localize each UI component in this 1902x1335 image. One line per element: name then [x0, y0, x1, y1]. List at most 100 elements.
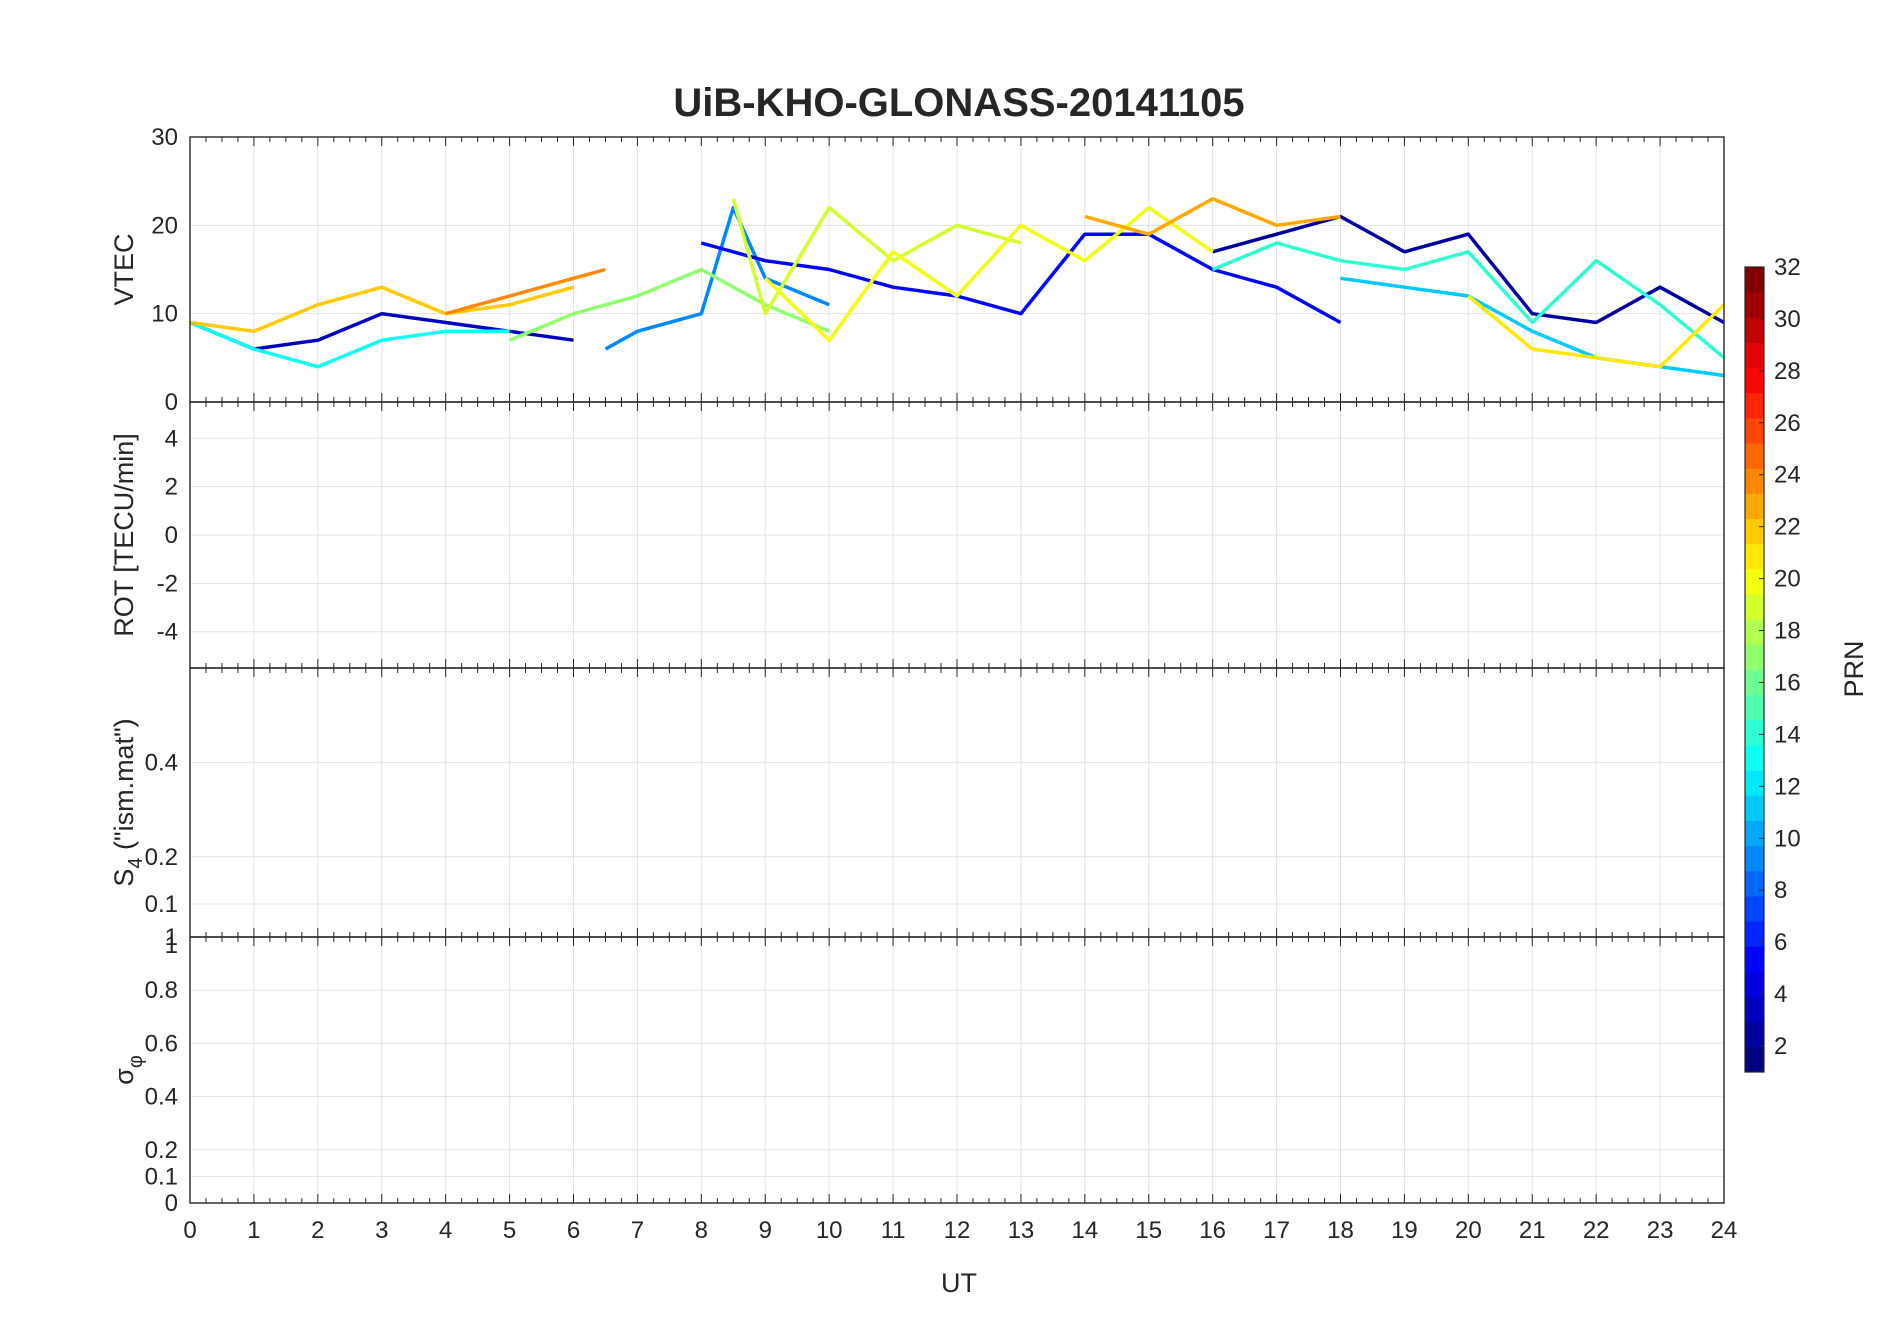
colorbar-segment: [1745, 367, 1764, 394]
colorbar-segment: [1745, 946, 1764, 972]
chart-title: UiB-KHO-GLONASS-20141105: [673, 81, 1244, 125]
y-tick-label: 20: [151, 212, 178, 239]
colorbar-tick-label: 4: [1774, 981, 1787, 1008]
series-prn-17: [508, 267, 830, 342]
y-tick-label: 0.2: [145, 1137, 178, 1164]
y-tick-label: 0: [165, 389, 178, 416]
y-tick-label: 10: [151, 301, 178, 328]
series-prn-14: [1212, 241, 1726, 360]
colorbar-tick-label: 14: [1774, 721, 1801, 748]
series-prn-5: [700, 232, 1342, 325]
x-tick-label: 12: [944, 1217, 971, 1244]
series-prn-13: [189, 320, 510, 369]
colorbar-segment: [1745, 1021, 1764, 1048]
series-prn-24: [445, 267, 606, 316]
series-prn-22: [189, 285, 574, 334]
colorbar-segment: [1745, 669, 1764, 696]
x-tick-label: 1: [247, 1217, 260, 1244]
colorbar-segment: [1745, 644, 1764, 670]
colorbar-tick-label: 12: [1774, 773, 1801, 800]
colorbar-segment: [1745, 543, 1764, 570]
x-axis-label: UT: [941, 1268, 977, 1298]
panel-3: 0.4 0.2 0.1 1 S4 ("ism.mat"): [109, 667, 1725, 959]
x-tick-label: 10: [816, 1217, 843, 1244]
series-prn-20: [764, 205, 1214, 342]
colorbar-tick-label: 20: [1774, 566, 1801, 593]
colorbar-segment: [1745, 694, 1764, 721]
y-tick-label: -2: [157, 570, 178, 597]
colorbar-tick-label: 18: [1774, 618, 1801, 645]
x-tick-label: 21: [1519, 1217, 1546, 1244]
colorbar-segment: [1745, 895, 1764, 922]
y-axis-label-main: σ: [109, 1068, 139, 1085]
colorbar-segment: [1745, 317, 1764, 343]
x-tick-label: 13: [1008, 1217, 1035, 1244]
colorbar-segment: [1745, 921, 1764, 947]
y-axis-label: S4 ("ism.mat"): [109, 718, 147, 886]
y-axis-label: ROT [TECU/min]: [109, 433, 139, 637]
x-tick-label: 7: [631, 1217, 644, 1244]
y-axis-label: VTEC: [109, 233, 139, 305]
colorbar-tick-label: 24: [1774, 462, 1801, 489]
panel-2: 4 2 0 -2 -4 ROT [TECU/min]: [109, 401, 1725, 669]
x-tick-label: 15: [1135, 1217, 1162, 1244]
colorbar-segment: [1745, 392, 1764, 419]
panel-1: 0 10 20 30 VTEC: [109, 124, 1726, 416]
colorbar-tick-label: 8: [1774, 877, 1787, 904]
series-prn-2: [1212, 214, 1725, 325]
series-prn-19: [731, 198, 1022, 316]
x-tick-label: 4: [439, 1217, 452, 1244]
y-tick-label: 30: [151, 124, 178, 151]
y-tick-label: 4: [165, 425, 178, 452]
colorbar-tick-label: 30: [1774, 306, 1801, 333]
colorbar-tick-label: 6: [1774, 929, 1787, 956]
y-axis-label-main: S: [109, 869, 139, 887]
colorbar-label: PRN: [1839, 640, 1869, 697]
x-tick-label: 3: [375, 1217, 388, 1244]
colorbar-tick-label: 28: [1774, 358, 1801, 385]
x-tick-label: 6: [567, 1217, 580, 1244]
colorbar-segment: [1745, 996, 1764, 1023]
y-tick-label: 0.6: [145, 1030, 178, 1057]
y-tick-label: 0.4: [145, 749, 178, 776]
colorbar-segment: [1745, 870, 1764, 897]
colorbar-segment: [1745, 267, 1764, 293]
y-tick-label: 0.8: [145, 977, 178, 1004]
x-tick-label: 16: [1199, 1217, 1226, 1244]
x-tick-label: 5: [503, 1217, 516, 1244]
x-tick-label: 18: [1327, 1217, 1354, 1244]
colorbar-tick-label: 10: [1774, 825, 1801, 852]
x-tick-label: 14: [1071, 1217, 1098, 1244]
colorbar-segment: [1745, 518, 1764, 545]
y-tick-label: 0.4: [145, 1084, 178, 1111]
colorbar-segment: [1745, 845, 1764, 872]
x-tick-label: 24: [1711, 1217, 1738, 1244]
x-tick-label: 11: [881, 1217, 906, 1244]
series-prn-21: [1467, 294, 1726, 369]
y-tick-label: 0.1: [145, 891, 178, 918]
y-tick-label: 0.2: [145, 844, 178, 871]
y-tick-label: 0.1: [145, 1163, 178, 1190]
colorbar-segment: [1745, 468, 1764, 494]
colorbar-segment: [1745, 795, 1764, 821]
colorbar-segment: [1745, 594, 1764, 620]
colorbar-segment: [1745, 719, 1764, 746]
x-tick-label: 8: [695, 1217, 708, 1244]
y-axis-label-sub: 4: [125, 858, 147, 869]
colorbar-segment: [1745, 744, 1764, 771]
y-tick-label: 0: [165, 1190, 178, 1217]
colorbar-tick-label: 26: [1774, 410, 1801, 437]
y-tick-label: 2: [165, 474, 178, 501]
colorbar-tick-label: 32: [1774, 254, 1801, 281]
x-tick-label: 22: [1583, 1217, 1610, 1244]
colorbar-tick-label: 2: [1774, 1033, 1787, 1060]
x-tick-label: 0: [183, 1217, 196, 1244]
colorbar-segment: [1745, 619, 1764, 645]
panel-4: 00.10.2 0.4 0.6 0.8 1 σφ: [109, 924, 1725, 1217]
colorbar-segment: [1745, 342, 1764, 369]
colorbar-segment: [1745, 292, 1764, 318]
series-prn-9: [604, 205, 830, 351]
